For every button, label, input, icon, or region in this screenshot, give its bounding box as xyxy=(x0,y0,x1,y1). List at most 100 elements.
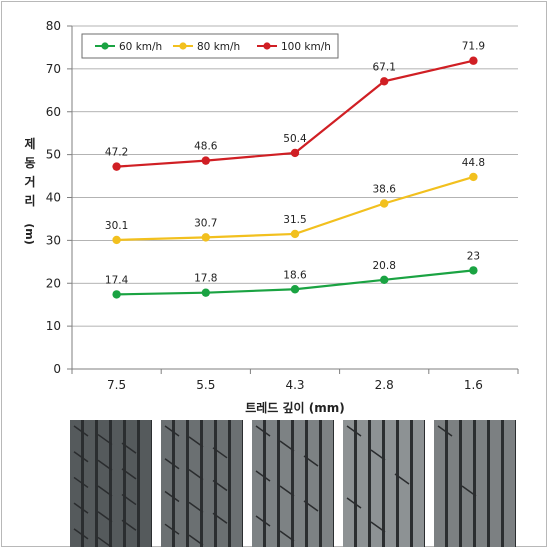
data-point xyxy=(201,156,210,165)
tread-sipe xyxy=(97,433,113,446)
tread-sipe xyxy=(212,447,228,459)
data-point xyxy=(112,235,121,245)
tread-sipe xyxy=(97,485,113,497)
tread-pattern xyxy=(437,425,477,497)
tread-sipe xyxy=(97,536,113,549)
y-tick-label: 30 xyxy=(46,233,61,247)
data-label: 67.1 xyxy=(373,61,396,73)
y-tick-label: 40 xyxy=(46,191,61,205)
tread-sipe xyxy=(97,511,113,523)
tread-sipe xyxy=(255,515,271,527)
y-tick-label: 70 xyxy=(46,62,61,76)
tread-pattern xyxy=(73,425,137,549)
tread-pattern xyxy=(255,425,319,542)
tread-sipe xyxy=(370,449,386,461)
data-point xyxy=(380,275,389,285)
tread-sipe xyxy=(212,479,228,492)
tread-sipe xyxy=(303,500,319,512)
tire-photo-7.5 xyxy=(70,420,152,549)
y-tick-label: 0 xyxy=(53,362,61,376)
tire-tread-photos xyxy=(70,420,520,549)
tread-sipe xyxy=(303,455,319,467)
tread-sipe xyxy=(394,473,410,485)
tire-photo-1.6 xyxy=(434,420,516,547)
legend-box xyxy=(81,33,339,59)
tread-sipe xyxy=(279,440,295,452)
data-label: 23 xyxy=(467,250,480,262)
data-point xyxy=(112,290,121,299)
tread-sipe xyxy=(73,528,89,540)
tread-sipe xyxy=(346,425,362,437)
legend-label: 60 km/h xyxy=(119,41,162,53)
tread-pattern xyxy=(164,425,228,546)
y-axis-title-char: 동 xyxy=(24,156,35,170)
data-label: 38.6 xyxy=(373,184,397,196)
tread-sipe xyxy=(346,497,362,509)
tire-photo-5.5 xyxy=(161,420,243,547)
data-point xyxy=(380,199,389,208)
data-point xyxy=(290,148,300,158)
tread-sipe xyxy=(121,519,137,531)
legend-label: 80 km/h xyxy=(197,41,240,53)
x-tick-label: 4.3 xyxy=(285,378,304,392)
y-axis-title-unit: (m) xyxy=(23,223,36,245)
tire-photo-4.3 xyxy=(252,420,334,547)
data-label: 17.8 xyxy=(194,273,217,285)
tread-sipe xyxy=(164,458,180,470)
tread-sipe xyxy=(188,534,204,546)
tread-sipe xyxy=(164,523,180,535)
tread-sipe xyxy=(461,485,477,497)
data-label: 31.5 xyxy=(283,214,306,226)
data-point xyxy=(469,56,478,65)
tread-sipe xyxy=(279,485,295,497)
tread-sipe xyxy=(97,459,113,471)
tread-sipe xyxy=(255,425,271,437)
x-tick-label: 1.6 xyxy=(464,378,483,392)
legend-marker xyxy=(101,42,109,50)
x-tick-label: 2.8 xyxy=(375,378,394,392)
data-point xyxy=(469,266,478,275)
data-point xyxy=(290,229,300,239)
tread-sipe xyxy=(212,512,228,524)
tread-sipe xyxy=(255,470,271,482)
tread-sipe xyxy=(121,468,137,480)
tread-sipe xyxy=(188,469,204,481)
data-label: 30.7 xyxy=(194,217,217,229)
tread-sipe xyxy=(370,521,386,533)
y-axis-title-char: 거 xyxy=(24,174,35,189)
data-label: 20.8 xyxy=(373,260,396,272)
data-label: 30.1 xyxy=(105,220,128,232)
data-point xyxy=(112,162,121,171)
data-label: 50.4 xyxy=(283,133,307,145)
tread-sipe xyxy=(121,493,137,506)
x-tick-label: 5.5 xyxy=(196,378,215,392)
brake-distance-line-chart: 0 10 20 30 40 50 60 70 80 7.5 5.5 4.3 2.8 1.6 트레드 깊이 (… xyxy=(23,19,519,415)
tread-sipe xyxy=(73,476,89,489)
data-label: 47.2 xyxy=(105,147,128,159)
tread-pattern xyxy=(346,425,410,533)
data-point xyxy=(380,77,389,86)
data-label: 48.6 xyxy=(194,141,218,153)
tread-sipe xyxy=(188,436,204,448)
data-label: 17.4 xyxy=(105,274,129,286)
tread-sipe xyxy=(73,451,89,463)
tread-sipe xyxy=(164,490,180,503)
legend-marker xyxy=(179,42,187,50)
y-axis-title-char: 제 xyxy=(24,137,35,151)
data-label: 44.8 xyxy=(462,157,485,169)
legend-label: 100 km/h xyxy=(281,41,331,53)
y-tick-label: 80 xyxy=(46,19,61,33)
tread-sipe xyxy=(121,442,137,454)
tread-sipe xyxy=(188,501,204,513)
tread-sipe xyxy=(73,425,89,437)
legend-marker xyxy=(263,42,271,50)
tire-photo-2.8 xyxy=(343,420,425,547)
y-tick-label: 60 xyxy=(46,105,61,119)
x-tick-label: 7.5 xyxy=(107,378,126,392)
data-point xyxy=(201,288,210,297)
y-axis-title-char: 리 xyxy=(24,193,35,208)
y-tick-label: 50 xyxy=(46,148,61,162)
tread-sipe xyxy=(73,502,89,514)
tread-sipe xyxy=(164,425,180,437)
x-axis-title: 트레드 깊이 (mm) xyxy=(245,400,345,415)
